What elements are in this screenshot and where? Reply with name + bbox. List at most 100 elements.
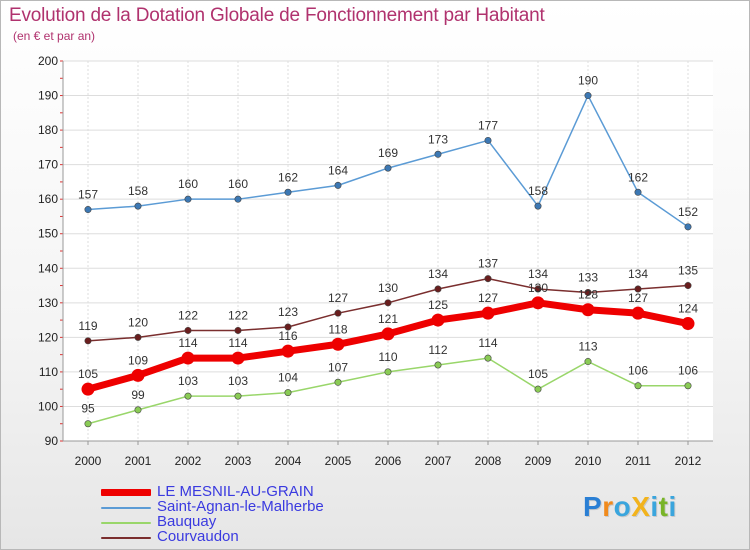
data-label-saint-agnan-le-malherbe: 190 bbox=[578, 74, 598, 88]
x-tick-label: 2001 bbox=[125, 454, 152, 468]
data-point-saint-agnan-le-malherbe bbox=[584, 92, 592, 100]
data-point-courvaudon bbox=[284, 323, 292, 331]
data-label-courvaudon: 134 bbox=[528, 267, 548, 281]
data-point-le-mesnil-au-grain bbox=[81, 382, 95, 396]
x-tick-label: 2003 bbox=[225, 454, 252, 468]
data-label-courvaudon: 135 bbox=[678, 264, 698, 278]
y-tick-label: 110 bbox=[39, 365, 58, 379]
data-label-saint-agnan-le-malherbe: 162 bbox=[628, 170, 648, 184]
data-label-courvaudon: 122 bbox=[178, 308, 198, 322]
data-point-bauquay bbox=[234, 392, 242, 400]
x-tick-label: 2002 bbox=[175, 454, 202, 468]
data-label-saint-agnan-le-malherbe: 173 bbox=[428, 132, 448, 146]
data-point-le-mesnil-au-grain bbox=[531, 296, 545, 310]
data-label-courvaudon: 123 bbox=[278, 305, 298, 319]
data-point-le-mesnil-au-grain bbox=[231, 351, 245, 365]
data-label-le-mesnil-au-grain: 114 bbox=[228, 336, 247, 350]
logo-letter: o bbox=[613, 491, 632, 522]
logo-letter: i bbox=[650, 491, 659, 522]
data-label-saint-agnan-le-malherbe: 169 bbox=[378, 146, 398, 160]
legend-swatch bbox=[101, 521, 151, 524]
data-label-le-mesnil-au-grain: 130 bbox=[528, 281, 548, 295]
data-label-le-mesnil-au-grain: 127 bbox=[628, 291, 648, 305]
data-point-saint-agnan-le-malherbe bbox=[84, 206, 92, 214]
data-point-bauquay bbox=[534, 385, 542, 393]
data-label-saint-agnan-le-malherbe: 160 bbox=[228, 177, 248, 191]
y-tick-label: 170 bbox=[38, 158, 58, 172]
data-point-saint-agnan-le-malherbe bbox=[534, 202, 542, 210]
data-point-courvaudon bbox=[634, 285, 642, 293]
data-point-saint-agnan-le-malherbe bbox=[184, 195, 192, 203]
data-point-bauquay bbox=[134, 406, 142, 414]
proxiti-logo: ProXiti bbox=[583, 491, 677, 523]
data-label-saint-agnan-le-malherbe: 162 bbox=[278, 170, 298, 184]
y-tick-label: 180 bbox=[38, 123, 58, 137]
data-label-courvaudon: 134 bbox=[428, 267, 448, 281]
data-label-saint-agnan-le-malherbe: 160 bbox=[178, 177, 198, 191]
data-label-bauquay: 106 bbox=[678, 364, 698, 378]
y-tick-label: 120 bbox=[38, 330, 58, 344]
x-tick-label: 2007 bbox=[425, 454, 452, 468]
data-point-saint-agnan-le-malherbe bbox=[384, 164, 392, 172]
legend-swatch bbox=[101, 506, 151, 509]
y-tick-label: 160 bbox=[38, 192, 58, 206]
legend-swatch bbox=[101, 536, 151, 539]
data-point-le-mesnil-au-grain bbox=[131, 368, 145, 382]
data-label-saint-agnan-le-malherbe: 158 bbox=[528, 184, 548, 198]
legend-label: Bauquay bbox=[157, 513, 217, 530]
data-label-saint-agnan-le-malherbe: 158 bbox=[128, 184, 148, 198]
data-label-bauquay: 95 bbox=[81, 402, 95, 416]
data-point-saint-agnan-le-malherbe bbox=[434, 150, 442, 158]
data-point-bauquay bbox=[284, 389, 292, 397]
data-point-le-mesnil-au-grain bbox=[281, 344, 295, 358]
data-point-le-mesnil-au-grain bbox=[481, 306, 495, 320]
logo-letter: P bbox=[583, 491, 603, 522]
data-label-courvaudon: 120 bbox=[128, 315, 148, 329]
data-point-courvaudon bbox=[434, 285, 442, 293]
x-tick-label: 2012 bbox=[675, 454, 702, 468]
x-tick-label: 2006 bbox=[375, 454, 402, 468]
data-point-le-mesnil-au-grain bbox=[681, 317, 695, 331]
data-point-bauquay bbox=[334, 378, 342, 386]
y-tick-label: 150 bbox=[38, 227, 58, 241]
x-tick-label: 2000 bbox=[75, 454, 102, 468]
data-point-bauquay bbox=[684, 382, 692, 390]
data-label-le-mesnil-au-grain: 109 bbox=[128, 353, 148, 367]
data-point-bauquay bbox=[584, 358, 592, 366]
data-point-courvaudon bbox=[484, 275, 492, 283]
y-tick-label: 200 bbox=[38, 54, 58, 68]
data-label-le-mesnil-au-grain: 121 bbox=[378, 312, 398, 326]
data-label-le-mesnil-au-grain: 118 bbox=[328, 322, 347, 336]
data-point-le-mesnil-au-grain bbox=[631, 306, 645, 320]
data-point-courvaudon bbox=[684, 282, 692, 290]
data-label-courvaudon: 133 bbox=[578, 270, 598, 284]
data-label-bauquay: 113 bbox=[578, 340, 597, 354]
data-point-bauquay bbox=[84, 420, 92, 428]
data-point-bauquay bbox=[434, 361, 442, 369]
data-point-le-mesnil-au-grain bbox=[431, 313, 445, 327]
data-label-bauquay: 103 bbox=[178, 374, 198, 388]
data-point-saint-agnan-le-malherbe bbox=[334, 181, 342, 189]
data-point-le-mesnil-au-grain bbox=[331, 337, 345, 351]
data-point-saint-agnan-le-malherbe bbox=[484, 136, 492, 144]
data-label-bauquay: 112 bbox=[428, 343, 447, 357]
data-point-bauquay bbox=[384, 368, 392, 376]
x-tick-label: 2005 bbox=[325, 454, 352, 468]
data-point-bauquay bbox=[634, 382, 642, 390]
data-label-bauquay: 107 bbox=[328, 360, 348, 374]
legend-label: Courvaudon bbox=[157, 528, 239, 545]
data-point-courvaudon bbox=[234, 326, 242, 334]
y-tick-label: 100 bbox=[38, 399, 58, 413]
y-tick-label: 140 bbox=[38, 261, 58, 275]
legend-label: Saint-Agnan-le-Malherbe bbox=[157, 498, 324, 515]
data-label-le-mesnil-au-grain: 116 bbox=[278, 329, 297, 343]
data-point-bauquay bbox=[484, 354, 492, 362]
x-tick-label: 2010 bbox=[575, 454, 602, 468]
data-label-saint-agnan-le-malherbe: 177 bbox=[478, 118, 498, 132]
data-label-bauquay: 105 bbox=[528, 367, 548, 381]
data-point-courvaudon bbox=[384, 299, 392, 307]
data-label-saint-agnan-le-malherbe: 164 bbox=[328, 163, 348, 177]
data-label-bauquay: 104 bbox=[278, 371, 298, 385]
